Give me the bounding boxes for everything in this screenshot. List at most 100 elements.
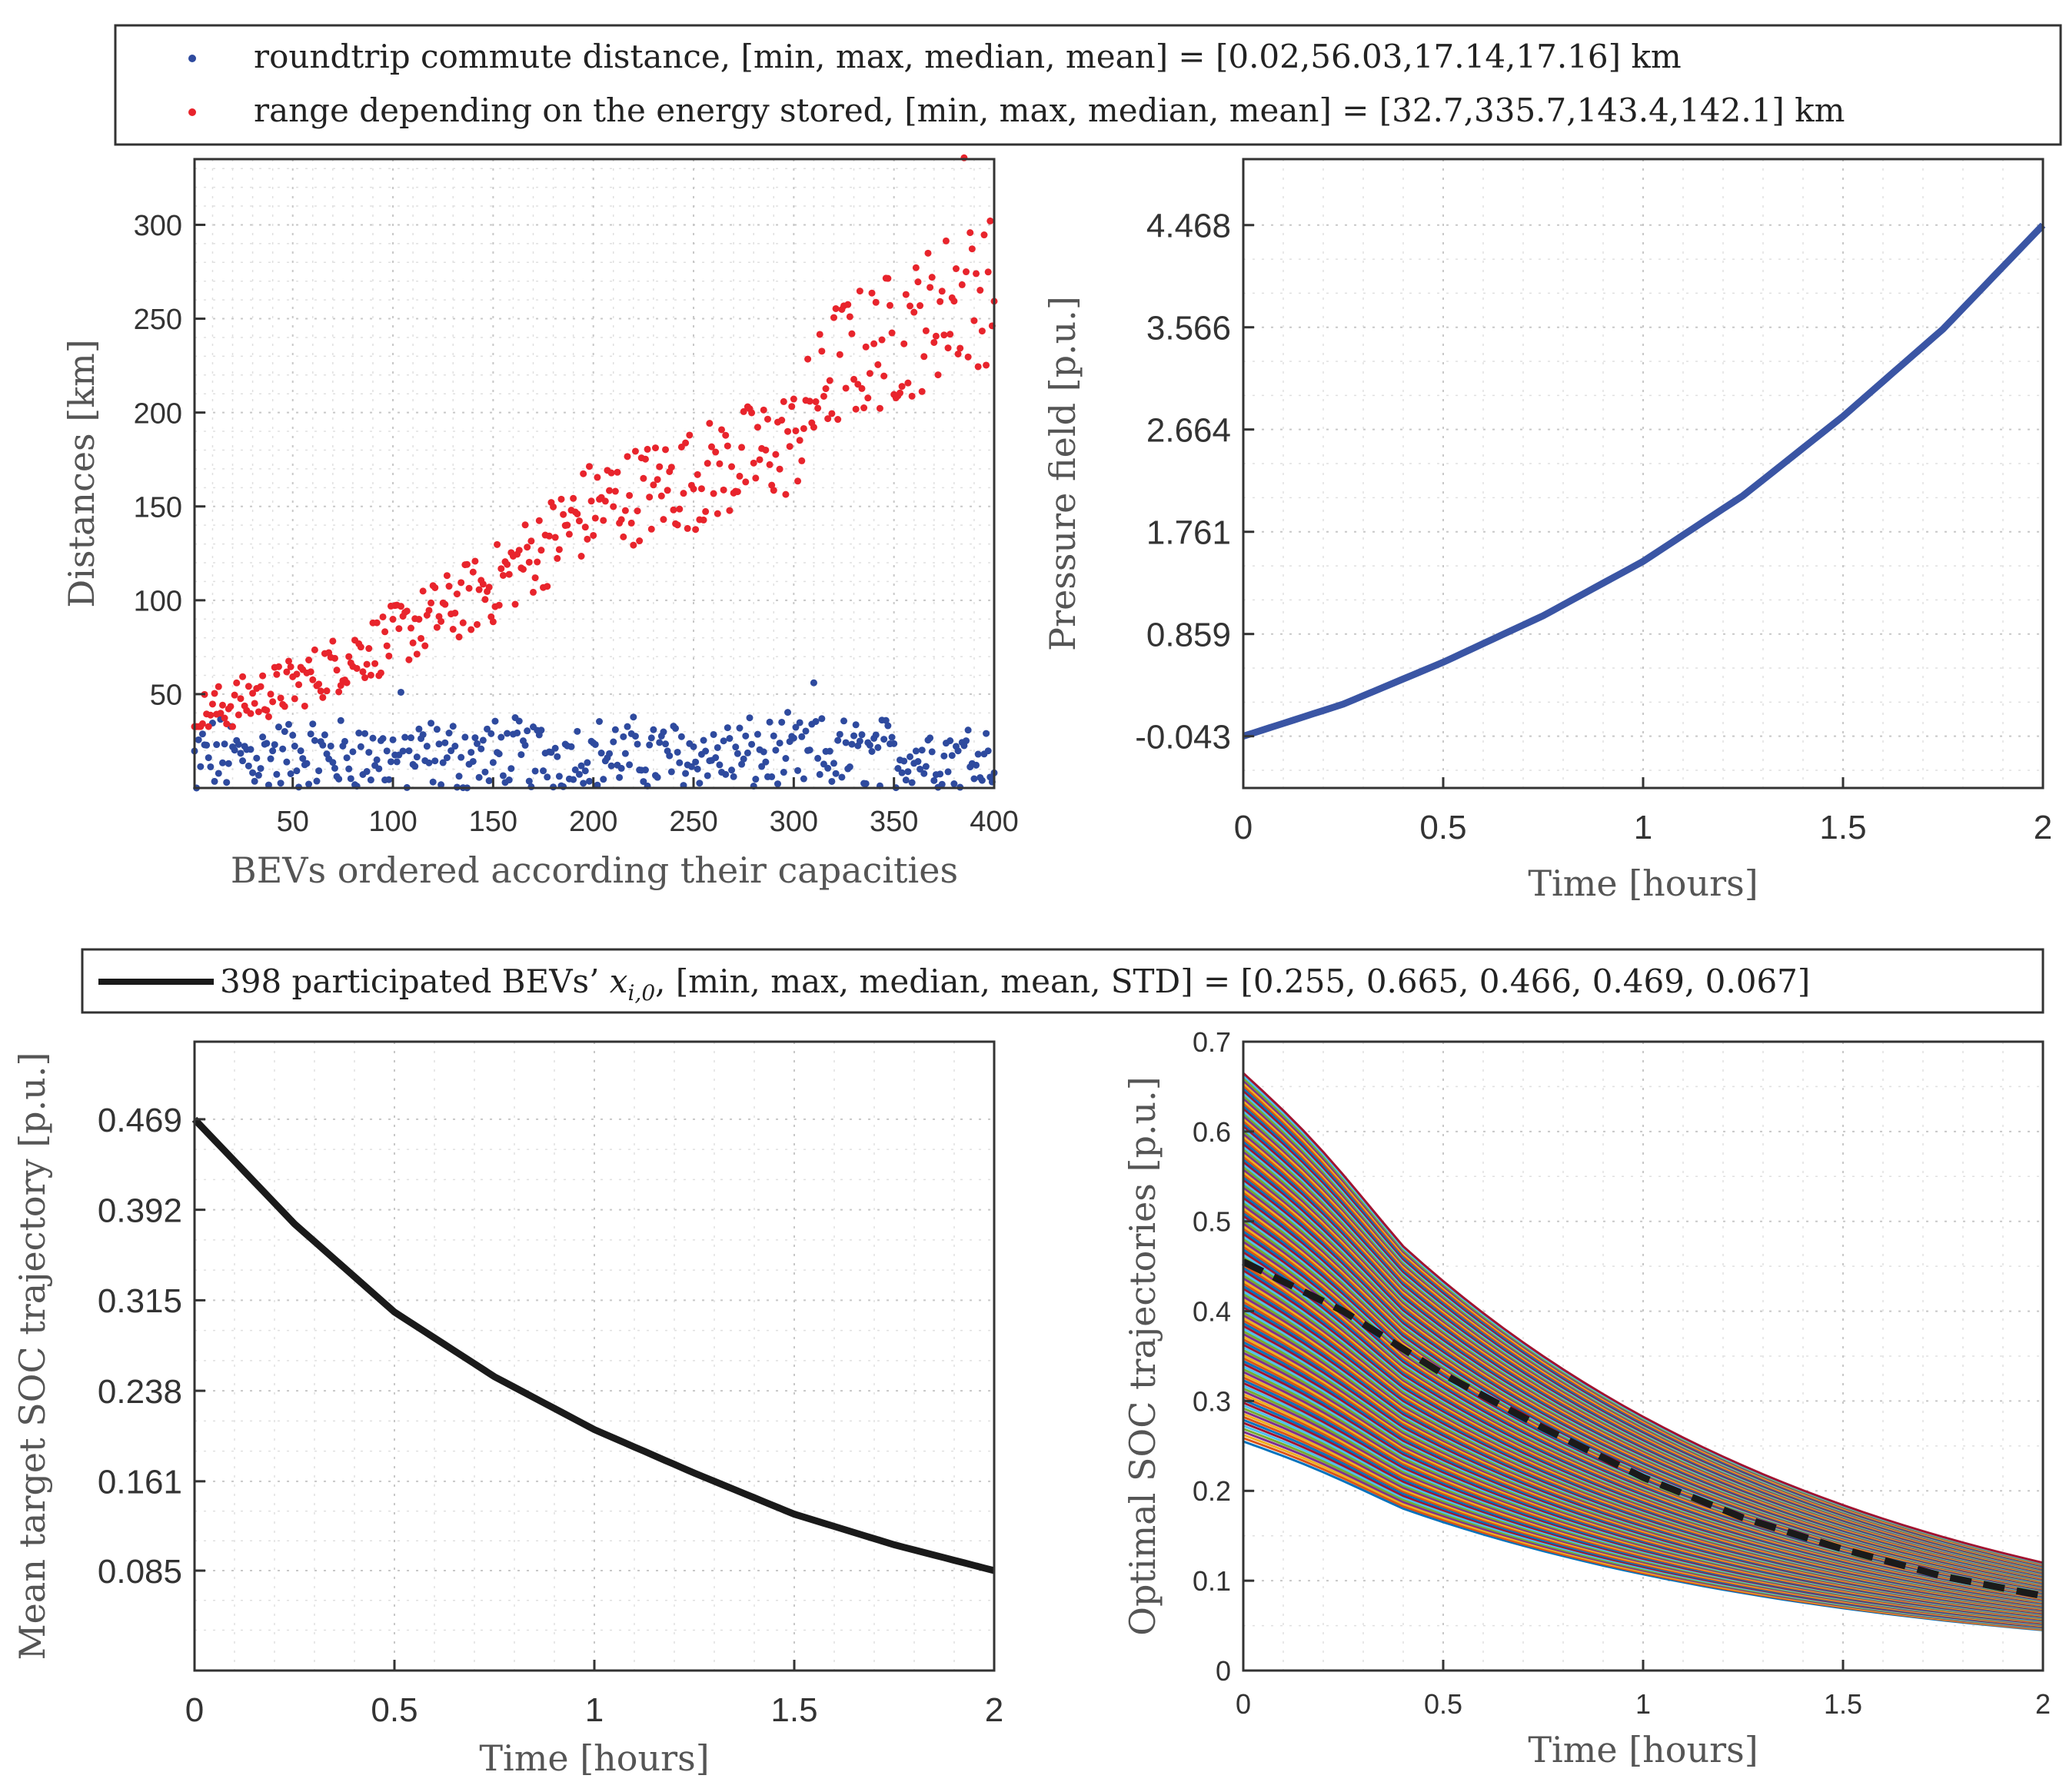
range-point <box>947 331 953 337</box>
commute-point <box>415 726 422 733</box>
commute-point <box>774 780 781 787</box>
commute-point <box>983 730 990 737</box>
range-point <box>979 327 986 334</box>
commute-point <box>668 768 675 775</box>
distances-y-tick-label: 200 <box>134 397 182 430</box>
commute-point <box>610 738 617 745</box>
range-point <box>800 425 807 432</box>
range-point <box>291 695 298 702</box>
optimal-soc-x-tick-label: 0.5 <box>1424 1688 1462 1720</box>
commute-point <box>446 730 453 736</box>
commute-point <box>930 777 937 784</box>
mean-soc-y-tick-label: 0.161 <box>98 1464 182 1501</box>
range-point <box>913 264 920 271</box>
legend-marker-commute <box>188 55 196 62</box>
commute-point <box>696 780 703 786</box>
range-point <box>474 621 481 628</box>
commute-point <box>271 741 278 748</box>
range-point <box>772 451 779 458</box>
commute-point <box>748 741 755 748</box>
commute-point <box>497 733 504 740</box>
distances-y-tick-label: 250 <box>134 304 182 336</box>
distances-x-tick-label: 400 <box>970 806 1018 838</box>
commute-point <box>461 733 468 740</box>
commute-point <box>650 726 657 733</box>
commute-point <box>682 770 689 777</box>
pressure-x-tick-label: 1.5 <box>1819 809 1866 846</box>
commute-point <box>869 748 876 755</box>
range-point <box>398 603 404 610</box>
range-point <box>365 645 372 652</box>
mean-soc-y-tick-label: 0.085 <box>98 1553 182 1591</box>
range-point <box>929 274 936 281</box>
range-point <box>644 446 651 453</box>
commute-point <box>754 731 761 738</box>
range-point <box>315 680 322 687</box>
commute-point <box>747 714 754 721</box>
commute-point <box>813 718 820 725</box>
range-point <box>570 495 577 502</box>
commute-point <box>355 730 362 736</box>
range-point <box>634 507 641 514</box>
commute-point <box>365 749 372 756</box>
commute-point <box>710 731 717 738</box>
mean-soc-x-tick-label: 1 <box>585 1691 604 1729</box>
optimal-soc-y-label: Optimal SOC trajectories [p.u.] <box>1122 1076 1163 1635</box>
range-point <box>534 559 541 566</box>
commute-point <box>570 776 577 783</box>
range-point <box>237 695 244 702</box>
commute-point <box>634 740 641 747</box>
range-point <box>937 298 943 305</box>
commute-point <box>275 723 282 730</box>
range-point <box>792 427 799 434</box>
range-point <box>830 314 837 321</box>
commute-point <box>507 765 514 772</box>
mean-soc-x-label: Time [hours] <box>479 1737 709 1779</box>
range-point <box>437 618 444 625</box>
commute-point <box>313 778 320 785</box>
commute-point <box>253 755 260 762</box>
commute-point <box>853 721 860 728</box>
commute-point <box>784 709 791 716</box>
range-point <box>782 491 789 498</box>
range-point <box>823 385 830 392</box>
range-point <box>308 668 314 675</box>
commute-point <box>833 770 840 777</box>
range-point <box>566 530 573 537</box>
range-point <box>724 443 731 450</box>
distances-y-label: Distances [km] <box>61 339 102 607</box>
range-point <box>810 424 817 431</box>
range-point <box>227 703 234 710</box>
range-point <box>231 692 238 699</box>
pressure-x-label: Time [hours] <box>1528 863 1758 904</box>
commute-point <box>321 731 328 738</box>
range-point <box>516 547 523 554</box>
range-point <box>536 517 543 524</box>
commute-point <box>807 746 813 753</box>
range-point <box>706 420 713 427</box>
range-point <box>446 583 453 590</box>
range-point <box>209 700 216 707</box>
commute-point <box>450 723 457 730</box>
range-point <box>496 602 503 609</box>
commute-point <box>704 772 711 779</box>
range-point <box>574 510 581 517</box>
range-point <box>664 487 671 494</box>
commute-point <box>544 773 551 780</box>
range-point <box>837 351 843 358</box>
commute-point <box>428 720 434 726</box>
commute-point <box>616 774 623 781</box>
commute-point <box>899 770 906 776</box>
commute-point <box>348 775 354 782</box>
range-point <box>476 587 483 593</box>
range-point <box>904 380 911 387</box>
range-point <box>940 331 947 338</box>
commute-point <box>975 751 982 758</box>
range-point <box>588 497 595 504</box>
commute-point <box>471 734 478 741</box>
commute-point <box>630 713 637 720</box>
commute-point <box>490 759 497 766</box>
commute-point <box>985 747 992 754</box>
commute-point <box>618 765 625 772</box>
mean-soc-x-tick-label: 2 <box>985 1691 1003 1729</box>
